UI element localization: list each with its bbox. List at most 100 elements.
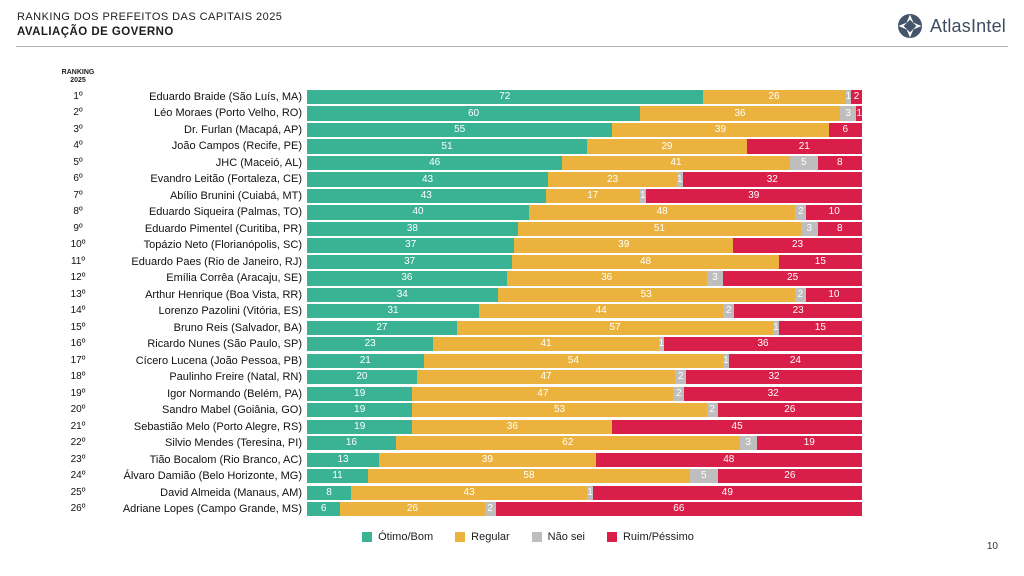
bar-segment-regular: 47 <box>412 386 674 401</box>
bar-segment-regular: 36 <box>640 106 840 121</box>
row-mayor-name: Eduardo Paes (Rio de Janeiro, RJ) <box>131 255 302 268</box>
bar-segment-ruim-pessimo: 24 <box>728 353 862 368</box>
bar-segment-regular: 58 <box>368 469 690 484</box>
row-rank: 4º <box>73 140 83 152</box>
legend-swatch-otimo-bom <box>362 532 373 542</box>
bar-segment-ruim-pessimo: 23 <box>733 238 862 253</box>
row-rank: 2º <box>73 107 83 119</box>
table-row: 10º Topázio Neto (Florianópolis, SC) 37 39 2… <box>0 238 1024 253</box>
row-rank: 5º <box>73 156 83 168</box>
segment-value-label: 45 <box>731 420 743 432</box>
segment-value-label: 19 <box>803 437 815 449</box>
segment-value-label: 27 <box>376 321 388 333</box>
row-rank: 18º <box>70 371 86 383</box>
bar-segment-ruim-pessimo: 15 <box>778 320 862 335</box>
segment-value-label: 6 <box>842 124 849 136</box>
segment-value-label: 46 <box>429 157 441 169</box>
stacked-bar: 8 43 1 49 <box>307 485 862 500</box>
table-row: 6º Evandro Leitão (Fortaleza, CE) 43 23 1 32 <box>0 172 1024 187</box>
row-mayor-name: Eduardo Siqueira (Palmas, TO) <box>148 206 302 219</box>
bar-segment-ruim-pessimo: 15 <box>778 254 862 270</box>
row-mayor-name: JHC (Maceió, AL) <box>215 156 302 169</box>
row-mayor-name: Eduardo Braide (São Luís, MA) <box>149 91 302 103</box>
segment-value-label: 66 <box>673 503 685 515</box>
chart-rows: 1º Eduardo Braide (São Luís, MA) 72 26 1 2 2º L… <box>0 90 1024 519</box>
row-rank: 14º <box>70 305 86 317</box>
bar-segment-otimo-bom: 6 <box>307 502 341 517</box>
stacked-bar: 51 29 21 <box>307 139 862 154</box>
table-row: 17º Cícero Lucena (João Pessoa, PB) 21 54 1 2… <box>0 353 1024 368</box>
segment-value-label: 32 <box>768 371 780 383</box>
segment-value-label: 39 <box>714 124 727 136</box>
legend-label: Não sei <box>547 531 585 543</box>
segment-value-label: 21 <box>359 354 371 366</box>
bar-segment-regular: 44 <box>479 304 724 319</box>
row-rank: 6º <box>73 173 83 185</box>
table-row: 16º Ricardo Nunes (São Paulo, SP) 23 41 1 36 <box>0 337 1024 352</box>
row-mayor-name: Paulinho Freire (Natal, RN) <box>169 371 302 384</box>
stacked-bar: 19 36 45 <box>307 419 862 434</box>
bar-segment-otimo-bom: 11 <box>307 469 369 484</box>
row-rank: 13º <box>70 288 86 300</box>
bar-segment-otimo-bom: 19 <box>307 419 413 434</box>
segment-value-label: 57 <box>609 321 621 333</box>
segment-value-label: 43 <box>421 173 434 185</box>
bar-segment-ruim-pessimo: 49 <box>592 485 862 500</box>
segment-value-label: 15 <box>814 255 826 267</box>
bar-segment-ruim-pessimo: 45 <box>612 419 862 434</box>
bar-segment-nao-sei: 3 <box>739 436 757 451</box>
bar-segment-ruim-pessimo: 32 <box>686 370 862 385</box>
segment-value-label: 23 <box>364 338 376 350</box>
row-mayor-name: Bruno Reis (Salvador, BA) <box>173 321 302 334</box>
table-row: 7º Abílio Brunini (Cuiabá, MT) 43 17 1 39 <box>0 188 1024 204</box>
stacked-bar: 11 58 5 26 <box>307 469 862 484</box>
segment-value-label: 49 <box>721 486 733 498</box>
row-rank: 7º <box>73 189 83 201</box>
row-rank: 15º <box>70 321 86 333</box>
segment-value-label: 44 <box>595 305 607 317</box>
bar-segment-regular: 23 <box>548 172 677 187</box>
bar-segment-ruim-pessimo: 2 <box>850 90 862 105</box>
table-row: 14º Lorenzo Pazolini (Vitória, ES) 31 44 2 23 <box>0 304 1024 319</box>
bar-segment-regular: 41 <box>562 155 790 171</box>
segment-value-label: 3 <box>745 437 751 449</box>
bar-segment-regular: 48 <box>512 254 779 270</box>
segment-value-label: 8 <box>837 157 843 169</box>
legend-swatch-regular <box>455 532 466 542</box>
segment-value-label: 51 <box>653 222 665 234</box>
table-row: 2º Léo Moraes (Porto Velho, RO) 60 36 3 1 <box>0 106 1024 121</box>
segment-value-label: 39 <box>618 239 630 251</box>
segment-value-label: 48 <box>639 255 652 267</box>
segment-value-label: 19 <box>354 387 366 399</box>
bar-segment-ruim-pessimo: 48 <box>595 452 862 467</box>
page-title: AVALIAÇÃO DE GOVERNO <box>17 26 174 38</box>
bar-segment-regular: 36 <box>506 271 707 286</box>
row-mayor-name: Álvaro Damião (Belo Horizonte, MG) <box>123 470 302 483</box>
bar-segment-otimo-bom: 19 <box>307 386 413 401</box>
table-row: 20º Sandro Mabel (Goiânia, GO) 19 53 2 26 <box>0 403 1024 418</box>
segment-value-label: 5 <box>701 470 707 482</box>
bar-segment-regular: 17 <box>545 188 640 204</box>
bar-segment-nao-sei: 3 <box>800 221 818 237</box>
legend-item-ruim-pessimo: Ruim/Péssimo <box>606 531 694 543</box>
table-row: 11º Eduardo Paes (Rio de Janeiro, RJ) 37 48… <box>0 254 1024 270</box>
segment-value-label: 8 <box>836 222 843 234</box>
segment-value-label: 53 <box>553 404 566 416</box>
row-mayor-name: Topázio Neto (Florianópolis, SC) <box>143 239 302 252</box>
segment-value-label: 47 <box>540 371 552 383</box>
segment-value-label: 48 <box>723 453 735 465</box>
segment-value-label: 43 <box>463 486 475 498</box>
stacked-bar: 6 26 2 66 <box>307 502 862 517</box>
bar-segment-regular: 43 <box>350 485 588 500</box>
bar-segment-otimo-bom: 46 <box>307 155 563 171</box>
bar-segment-ruim-pessimo: 8 <box>817 221 862 237</box>
segment-value-label: 2 <box>797 288 804 300</box>
row-mayor-name: Emília Corrêa (Aracaju, SE) <box>166 272 302 285</box>
segment-value-label: 5 <box>800 157 807 169</box>
stacked-bar: 23 41 1 36 <box>307 337 862 352</box>
bar-segment-otimo-bom: 13 <box>307 452 380 467</box>
segment-value-label: 36 <box>757 338 769 350</box>
segment-value-label: 26 <box>406 503 418 515</box>
row-rank: 19º <box>70 387 86 399</box>
segment-value-label: 1 <box>658 338 665 350</box>
